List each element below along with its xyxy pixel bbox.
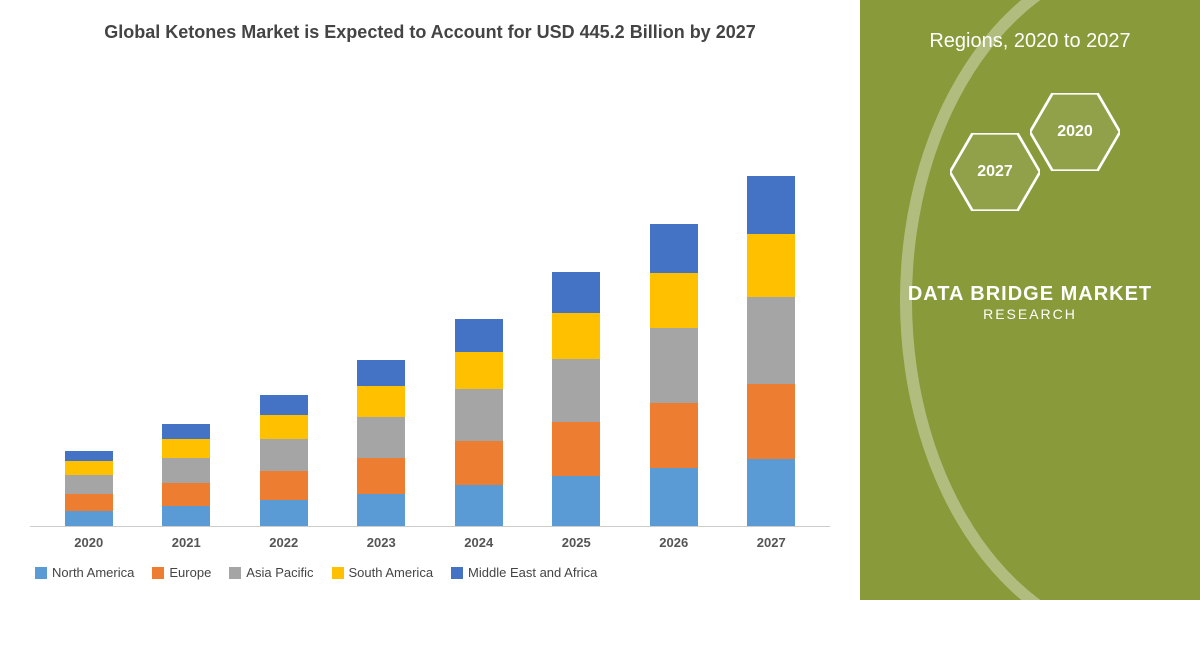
bars-container [30, 65, 830, 527]
legend-swatch [229, 567, 241, 579]
bar-segment [260, 395, 308, 415]
bar-stack [552, 272, 600, 526]
chart-panel: Global Ketones Market is Expected to Acc… [0, 0, 860, 600]
x-label: 2026 [644, 535, 704, 550]
bar-stack [357, 360, 405, 526]
legend-item: North America [35, 565, 134, 580]
bar-segment [65, 494, 113, 511]
bar-group [546, 272, 606, 526]
bar-segment [552, 313, 600, 359]
bar-segment [552, 476, 600, 526]
bar-segment [650, 224, 698, 274]
hexagon-2027: 2027 [950, 133, 1040, 211]
bar-segment [552, 272, 600, 313]
bar-segment [65, 475, 113, 494]
bar-stack [455, 319, 503, 526]
legend-label: Europe [169, 565, 211, 580]
bar-segment [552, 422, 600, 477]
hexagon-group: 2027 2020 [930, 93, 1130, 253]
legend-item: Asia Pacific [229, 565, 313, 580]
legend-item: South America [332, 565, 434, 580]
hex2-label: 2020 [1057, 123, 1093, 141]
bar-segment [162, 506, 210, 526]
bar-segment [650, 403, 698, 468]
legend-label: Middle East and Africa [468, 565, 597, 580]
x-label: 2023 [351, 535, 411, 550]
bar-segment [357, 386, 405, 417]
bar-segment [357, 494, 405, 526]
bar-stack [650, 224, 698, 526]
bar-segment [747, 176, 795, 234]
bar-stack [65, 451, 113, 526]
bar-group [351, 360, 411, 526]
bar-group [644, 224, 704, 526]
legend-swatch [451, 567, 463, 579]
bar-segment [65, 451, 113, 461]
bar-segment [65, 511, 113, 526]
bar-group [254, 395, 314, 526]
bar-stack [260, 395, 308, 526]
bar-segment [747, 384, 795, 459]
legend-label: North America [52, 565, 134, 580]
bar-segment [455, 485, 503, 526]
chart-title: Global Ketones Market is Expected to Acc… [30, 20, 830, 45]
bar-segment [455, 319, 503, 351]
legend-swatch [35, 567, 47, 579]
x-label: 2024 [449, 535, 509, 550]
bar-segment [162, 483, 210, 505]
bar-segment [747, 459, 795, 526]
bar-segment [162, 439, 210, 458]
bar-segment [260, 415, 308, 439]
bar-segment [260, 439, 308, 471]
bar-group [156, 424, 216, 526]
bar-segment [260, 471, 308, 500]
hex1-label: 2027 [977, 163, 1013, 181]
bar-segment [455, 389, 503, 440]
legend: North America Europe Asia Pacific South Ame… [30, 550, 830, 580]
info-panel: Regions, 2020 to 2027 2027 2020 DATA BRI… [860, 0, 1200, 600]
bar-segment [650, 328, 698, 403]
bar-segment [650, 468, 698, 526]
legend-item: Middle East and Africa [451, 565, 597, 580]
legend-label: South America [349, 565, 434, 580]
bar-segment [455, 352, 503, 390]
x-label: 2027 [741, 535, 801, 550]
legend-swatch [332, 567, 344, 579]
bar-segment [162, 458, 210, 484]
legend-item: Europe [152, 565, 211, 580]
bar-group [741, 176, 801, 526]
legend-label: Asia Pacific [246, 565, 313, 580]
x-label: 2020 [59, 535, 119, 550]
bar-segment [357, 458, 405, 494]
legend-swatch [152, 567, 164, 579]
bar-segment [357, 417, 405, 458]
bar-segment [260, 500, 308, 526]
bar-group [449, 319, 509, 526]
chart-area: 2020 2021 2022 2023 2024 2025 2026 2027 North A… [30, 65, 830, 580]
bar-segment [357, 360, 405, 386]
bar-group [59, 451, 119, 526]
x-label: 2025 [546, 535, 606, 550]
bar-segment [162, 424, 210, 439]
bar-segment [747, 297, 795, 384]
bar-segment [747, 234, 795, 297]
x-label: 2022 [254, 535, 314, 550]
bar-stack [747, 176, 795, 526]
x-axis-labels: 2020 2021 2022 2023 2024 2025 2026 2027 [30, 527, 830, 550]
bar-segment [65, 461, 113, 475]
x-label: 2021 [156, 535, 216, 550]
bar-stack [162, 424, 210, 526]
bar-segment [455, 441, 503, 485]
bar-segment [552, 359, 600, 422]
bar-segment [650, 273, 698, 328]
hexagon-2020: 2020 [1030, 93, 1120, 171]
